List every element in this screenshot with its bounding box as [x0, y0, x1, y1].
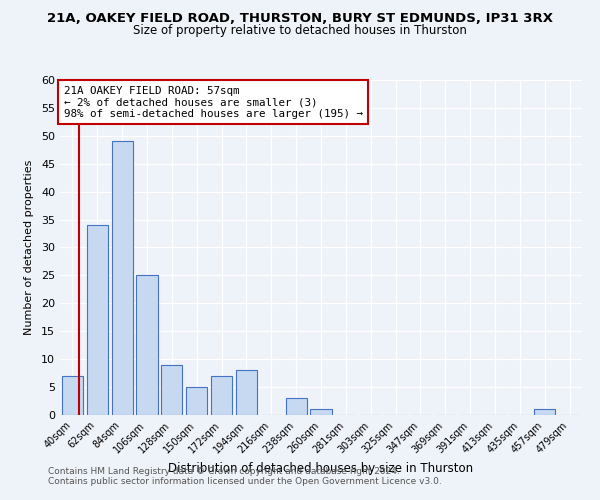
- Bar: [534, 410, 555, 415]
- Bar: [211, 376, 232, 415]
- Bar: [161, 365, 182, 415]
- Bar: [112, 142, 133, 415]
- X-axis label: Distribution of detached houses by size in Thurston: Distribution of detached houses by size …: [169, 462, 473, 474]
- Text: Size of property relative to detached houses in Thurston: Size of property relative to detached ho…: [133, 24, 467, 37]
- Text: Contains public sector information licensed under the Open Government Licence v3: Contains public sector information licen…: [48, 477, 442, 486]
- Text: 21A OAKEY FIELD ROAD: 57sqm
← 2% of detached houses are smaller (3)
98% of semi-: 21A OAKEY FIELD ROAD: 57sqm ← 2% of deta…: [64, 86, 363, 119]
- Bar: [186, 387, 207, 415]
- Text: 21A, OAKEY FIELD ROAD, THURSTON, BURY ST EDMUNDS, IP31 3RX: 21A, OAKEY FIELD ROAD, THURSTON, BURY ST…: [47, 12, 553, 26]
- Bar: [62, 376, 83, 415]
- Bar: [236, 370, 257, 415]
- Y-axis label: Number of detached properties: Number of detached properties: [24, 160, 34, 335]
- Bar: [136, 276, 158, 415]
- Bar: [286, 398, 307, 415]
- Text: Contains HM Land Registry data © Crown copyright and database right 2024.: Contains HM Land Registry data © Crown c…: [48, 467, 400, 476]
- Bar: [310, 410, 332, 415]
- Bar: [87, 225, 108, 415]
